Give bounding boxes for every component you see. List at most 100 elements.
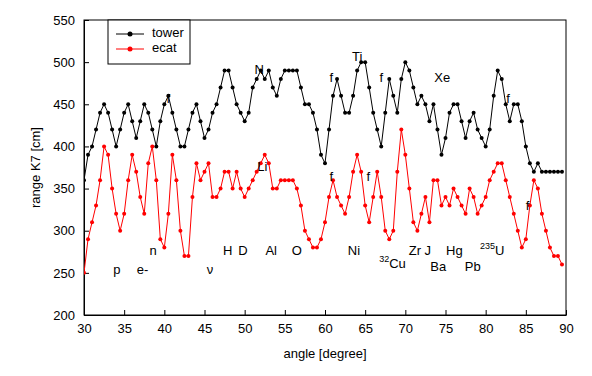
legend-label: ecat [152, 40, 177, 55]
series-marker [456, 195, 460, 199]
series-marker [335, 77, 339, 81]
annotation-text: Zr [409, 243, 422, 258]
legend-marker [128, 32, 133, 37]
annotation-superscript: 32 [379, 255, 389, 265]
series-marker [524, 144, 528, 148]
series-marker [411, 85, 415, 89]
series-marker [347, 195, 351, 199]
series-marker [327, 128, 331, 132]
series-marker [198, 119, 202, 123]
series-marker [375, 170, 379, 174]
x-tick: 65 [358, 310, 372, 336]
series-marker [162, 246, 166, 250]
x-tick: 45 [198, 310, 212, 336]
series-marker [460, 119, 464, 123]
series-marker [303, 229, 307, 233]
chart-container: 3035404550556065707580859020025030035040… [0, 0, 592, 376]
series-marker [118, 128, 122, 132]
series-marker [110, 187, 114, 191]
x-tick-mark [446, 310, 447, 315]
annotation: O [292, 243, 302, 258]
series-marker [448, 111, 452, 115]
series-marker [395, 111, 399, 115]
series-marker [247, 187, 251, 191]
annotation: e- [137, 263, 149, 278]
series-marker [323, 220, 327, 224]
series-marker [211, 195, 215, 199]
series-marker [524, 237, 528, 241]
annotation: Xe [434, 70, 450, 85]
series-marker [215, 195, 219, 199]
series-marker [403, 153, 407, 157]
series-marker [363, 60, 367, 64]
annotation: Hg [446, 243, 463, 258]
series-marker [150, 144, 154, 148]
series-marker [343, 111, 347, 115]
series-marker [190, 195, 194, 199]
series-marker [186, 254, 190, 258]
annotation: f [367, 170, 371, 185]
series-marker [476, 212, 480, 216]
series-marker [516, 102, 520, 106]
plot-frame [84, 20, 566, 315]
series-marker [496, 161, 500, 165]
annotation: p [113, 263, 120, 278]
series-marker [395, 170, 399, 174]
x-tick: 40 [158, 310, 172, 336]
y-tick-mark [84, 62, 89, 63]
series-marker [403, 60, 407, 64]
series-marker [319, 237, 323, 241]
series-marker [548, 170, 552, 174]
series-marker [407, 187, 411, 191]
series-marker [399, 77, 403, 81]
x-tick-mark [526, 310, 527, 315]
x-tick-label: 80 [479, 321, 493, 336]
series-marker [460, 203, 464, 207]
series-marker [106, 153, 110, 157]
series-marker [439, 203, 443, 207]
series-marker [427, 119, 431, 123]
series-marker [423, 102, 427, 106]
series-marker [84, 271, 86, 275]
series-marker [295, 187, 299, 191]
series-marker [291, 178, 295, 182]
series-marker [279, 178, 283, 182]
annotation: H [223, 243, 232, 258]
series-marker [383, 229, 387, 233]
x-tick: 80 [479, 310, 493, 336]
series-marker [532, 178, 536, 182]
series-marker [448, 203, 452, 207]
x-tick-mark [124, 310, 125, 315]
series-marker [484, 195, 488, 199]
series-marker [194, 161, 198, 165]
x-tick: 55 [278, 310, 292, 336]
y-tick-mark [84, 146, 89, 147]
series-marker [520, 119, 524, 123]
series-marker [327, 195, 331, 199]
series-marker [203, 136, 207, 140]
series-marker [363, 203, 367, 207]
series-marker [315, 128, 319, 132]
series-marker [283, 178, 287, 182]
x-tick-label: 35 [117, 321, 131, 336]
series-marker [387, 77, 391, 81]
series-marker [303, 102, 307, 106]
chart-svg: 3035404550556065707580859020025030035040… [0, 0, 592, 376]
y-tick: 300 [53, 223, 89, 238]
y-tick-label: 300 [53, 223, 75, 238]
x-tick-label: 45 [198, 321, 212, 336]
annotation: J [425, 243, 432, 258]
series-marker [488, 128, 492, 132]
annotation-text: f [330, 170, 334, 185]
annotation: Pb [465, 259, 481, 274]
annotation-text: f [526, 199, 530, 214]
series-marker [84, 178, 86, 182]
series-marker [239, 187, 243, 191]
series-marker [456, 102, 460, 106]
series-marker [146, 161, 150, 165]
series-marker [154, 144, 158, 148]
series-marker [560, 170, 564, 174]
series-marker [399, 128, 403, 132]
series-marker [299, 85, 303, 89]
x-tick-label: 90 [559, 321, 573, 336]
